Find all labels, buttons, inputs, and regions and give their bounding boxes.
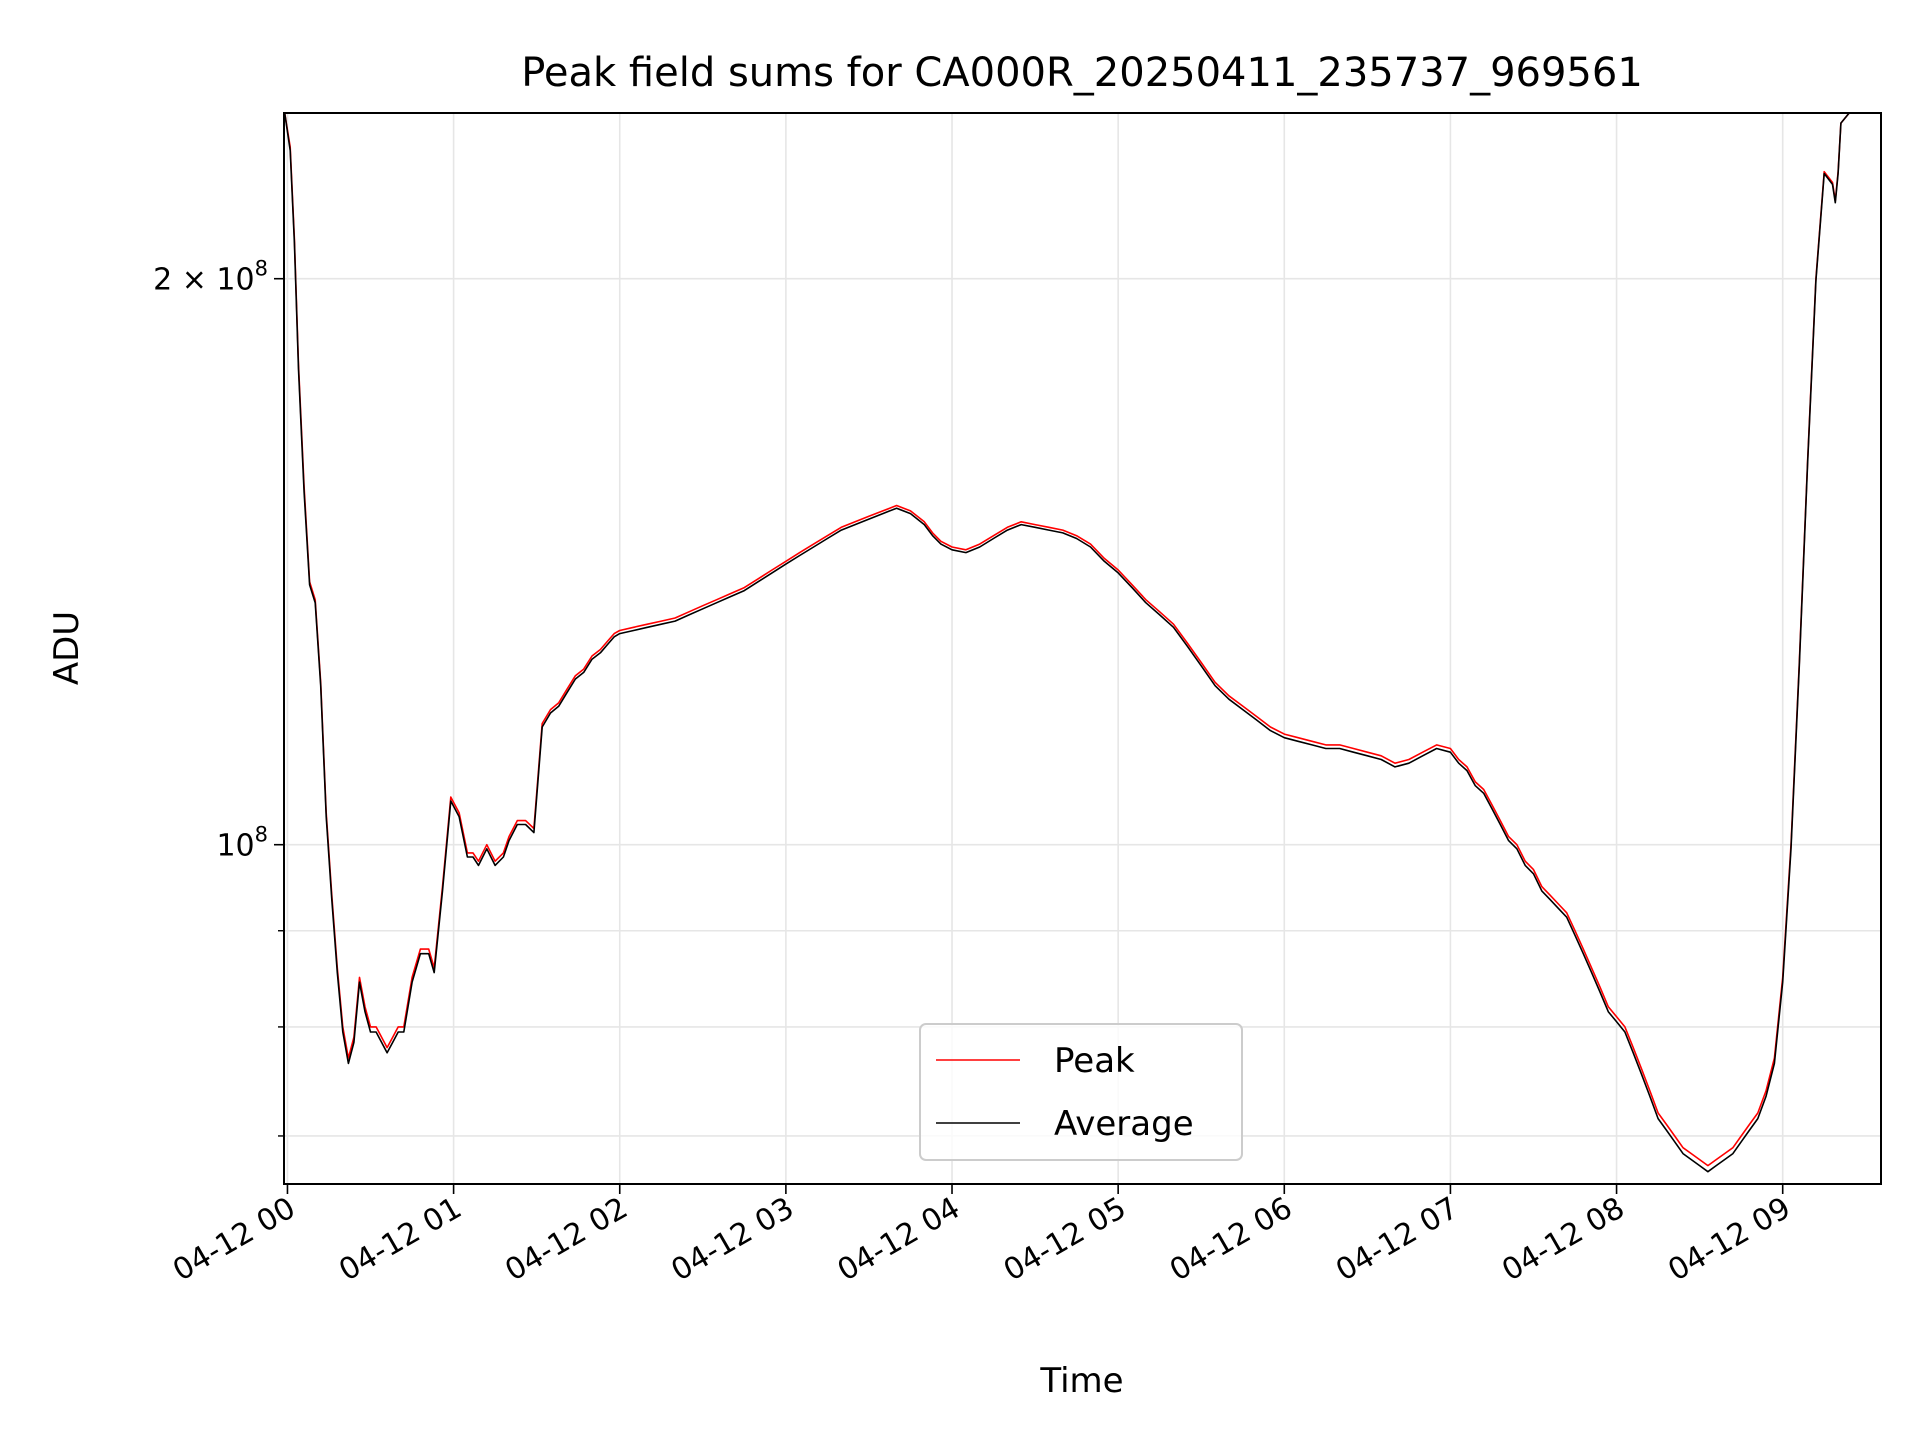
y-tick-label: 108: [216, 823, 268, 864]
chart-title: Peak field sums for CA000R_20250411_2357…: [521, 50, 1643, 96]
x-axis-label: Time: [1039, 1361, 1123, 1401]
plot-frame: [283, 112, 1882, 1185]
legend-label-average: Average: [1054, 1104, 1194, 1144]
y-axis-label: ADU: [47, 611, 87, 685]
y-axis: 2 × 108 108: [153, 257, 284, 1137]
y-tick-label: 2 × 108: [153, 257, 268, 298]
series-layer: [284, 113, 1858, 1173]
legend-label-peak: Peak: [1054, 1041, 1135, 1081]
legend: Peak Average: [919, 1023, 1243, 1161]
legend-box: [919, 1023, 1243, 1161]
series-line-average: [284, 113, 1858, 1173]
